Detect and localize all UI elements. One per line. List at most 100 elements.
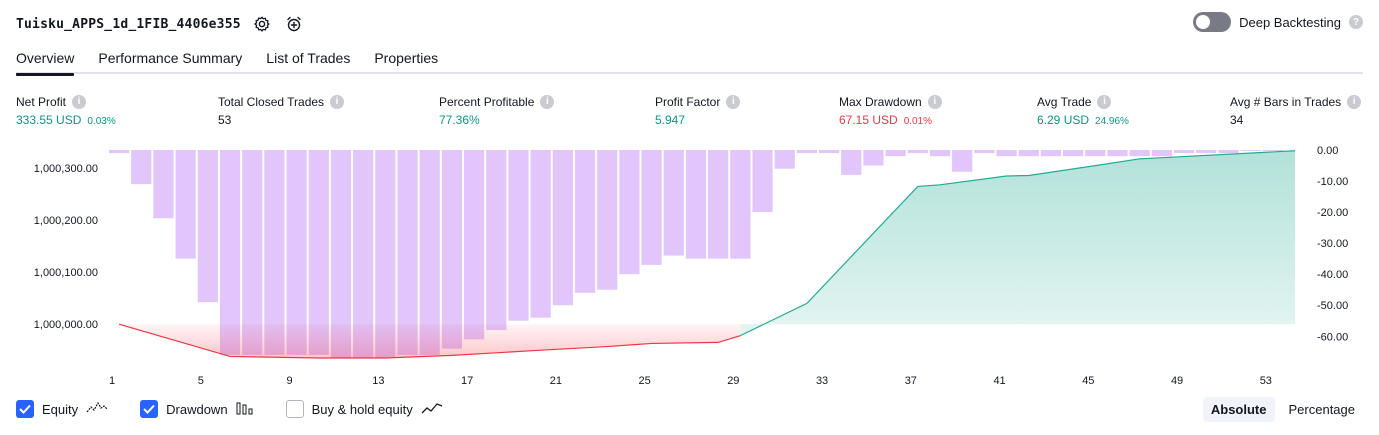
legend-drawdown[interactable]: Drawdown: [140, 400, 253, 418]
drawdown-bar: [508, 150, 529, 321]
equity-line-icon: [86, 401, 108, 418]
drawdown-bar: [841, 150, 862, 175]
stat-label: Total Closed Trades: [218, 94, 325, 109]
drawdown-bar: [242, 150, 263, 355]
stat-value: 6.29 USD: [1037, 113, 1090, 127]
x-axis-tick-label: 13: [372, 375, 384, 387]
drawdown-bar: [1085, 150, 1106, 157]
drawdown-bar: [353, 150, 374, 358]
stat-label: Avg Trade: [1037, 94, 1092, 109]
deep-backtesting-control: Deep Backtesting ?: [1193, 12, 1363, 32]
legend-equity[interactable]: Equity: [16, 400, 108, 418]
equity-profit-area: [740, 150, 1295, 336]
absolute-button[interactable]: Absolute: [1202, 397, 1275, 422]
drawdown-bar: [996, 150, 1017, 157]
stat-label: Avg # Bars in Trades: [1230, 94, 1342, 109]
legend-buy-hold[interactable]: Buy & hold equity: [285, 400, 443, 418]
stat-max-drawdown: Max Drawdown i 67.15 USD 0.01%: [839, 94, 942, 127]
stat-percent: 24.96%: [1095, 116, 1129, 127]
stat-percent: 0.03%: [87, 116, 116, 127]
equity-area: [119, 150, 1295, 358]
info-icon[interactable]: i: [927, 94, 942, 109]
drawdown-bar: [818, 150, 840, 154]
stat-label: Percent Profitable: [439, 94, 535, 109]
strategy-header: Tuisku_APPS_1d_1FIB_4406e355: [16, 12, 305, 36]
right-axis-tick-label: -20.00: [1317, 207, 1348, 219]
stat-avg-trade: Avg Trade i 6.29 USD 24.96%: [1037, 94, 1129, 127]
equity-drawdown-chart: 1,000,300.00 1,000,200.00 1,000,100.00 1,00…: [34, 145, 1348, 387]
info-icon[interactable]: i: [726, 94, 741, 109]
drawdown-bar: [863, 150, 884, 166]
drawdown-checkbox[interactable]: [140, 400, 159, 418]
drawdown-bar: [974, 150, 995, 154]
stat-avg-bars-in-trades: Avg # Bars in Trades i 34: [1230, 94, 1362, 127]
drawdown-bar: [796, 150, 817, 154]
info-icon[interactable]: i: [330, 94, 345, 109]
strategy-name: Tuisku_APPS_1d_1FIB_4406e355: [16, 16, 241, 32]
drawdown-bar: [109, 150, 130, 154]
summary-stats: Net Profit i 333.55 USD 0.03% Total Closed…: [0, 94, 1379, 134]
stat-percent-profitable: Percent Profitable i 77.36%: [439, 94, 555, 127]
drawdown-bar: [552, 150, 573, 306]
percentage-button[interactable]: Percentage: [1288, 402, 1356, 417]
drawdown-bar: [153, 150, 174, 219]
drawdown-bar: [1218, 150, 1239, 154]
gear-icon[interactable]: [251, 13, 273, 35]
help-icon[interactable]: ?: [1349, 15, 1363, 29]
equity-checkbox[interactable]: [16, 400, 34, 418]
buy-hold-checkbox[interactable]: [285, 400, 304, 418]
stat-percent: 0.01%: [903, 116, 933, 127]
right-axis-tick-label: -60.00: [1317, 331, 1348, 343]
drawdown-bar: [175, 150, 196, 259]
tab-properties[interactable]: Properties: [374, 50, 439, 66]
toggle-knob: [1196, 15, 1211, 29]
drawdown-bar: [397, 150, 418, 355]
drawdown-bar: [264, 150, 285, 355]
x-axis-tick-label: 29: [727, 375, 739, 387]
equity-line-profit: [740, 150, 1296, 337]
alarm-clock-plus-icon[interactable]: [283, 13, 305, 35]
tab-overview[interactable]: Overview: [16, 44, 75, 76]
drawdown-bar: [597, 150, 618, 290]
equity-line: [118, 150, 1296, 359]
drawdown-bar: [708, 150, 729, 259]
info-icon[interactable]: i: [72, 94, 87, 109]
x-axis-tick-label: 25: [638, 375, 650, 387]
tab-performance-summary[interactable]: Performance Summary: [98, 50, 243, 66]
right-axis-tick-label: -40.00: [1317, 269, 1348, 281]
drawdown-bar: [1063, 150, 1084, 157]
x-axis-tick-label: 53: [1260, 375, 1272, 387]
drawdown-bar: [530, 150, 551, 318]
drawdown-bar: [730, 150, 751, 259]
drawdown-bar: [1262, 150, 1283, 151]
drawdown-bar: [375, 150, 396, 358]
stat-net-profit: Net Profit i 333.55 USD 0.03%: [16, 94, 116, 127]
drawdown-bar: [486, 150, 507, 331]
drawdown-bar: [929, 150, 951, 157]
stat-value: 77.36%: [439, 113, 480, 127]
drawdown-bar: [219, 150, 241, 355]
info-icon[interactable]: i: [1347, 94, 1362, 109]
stat-value: 5.947: [655, 113, 686, 127]
info-icon[interactable]: i: [1097, 94, 1112, 109]
drawdown-bar: [1107, 150, 1128, 157]
info-icon[interactable]: i: [540, 94, 555, 109]
stat-value: 34: [1230, 113, 1244, 127]
drawdown-bar: [441, 150, 462, 349]
drawdown-bar: [1240, 150, 1261, 151]
scale-toggle: Absolute Percentage: [1202, 397, 1363, 422]
drawdown-bar: [619, 150, 640, 275]
drawdown-bar: [1129, 150, 1150, 157]
tab-list-of-trades[interactable]: List of Trades: [266, 50, 351, 66]
deep-backtesting-toggle[interactable]: [1193, 12, 1232, 32]
right-axis-tick-label: -50.00: [1317, 300, 1348, 312]
legend-label: Equity: [42, 401, 79, 417]
drawdown-bar: [286, 150, 307, 355]
left-axis-labels: 1,000,300.00 1,000,200.00 1,000,100.00 1,00…: [34, 163, 98, 331]
stat-value: 67.15 USD: [839, 113, 898, 127]
x-axis-labels: 1 5 9 13 17 21 25 29 33 37 41 45 49 53: [109, 375, 1272, 387]
x-axis-tick-label: 37: [905, 375, 917, 387]
deep-backtesting-label: Deep Backtesting: [1239, 14, 1341, 30]
drawdown-bar: [907, 150, 928, 154]
drawdown-bar: [330, 150, 352, 358]
